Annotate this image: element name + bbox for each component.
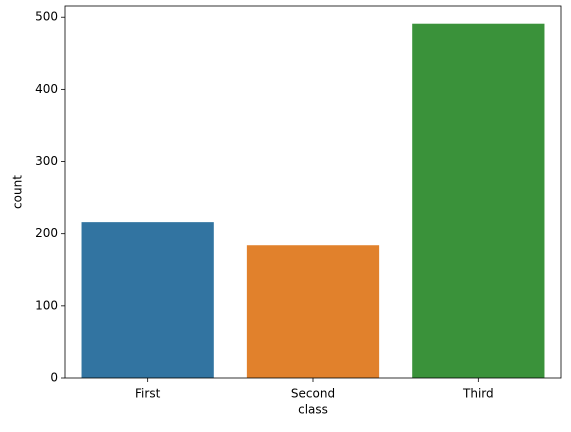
y-tick-label: 500: [35, 10, 58, 24]
x-axis-label: class: [298, 403, 328, 417]
y-tick-label: 100: [35, 298, 58, 312]
x-tick-label: First: [135, 387, 161, 401]
y-tick-label: 0: [50, 371, 58, 385]
y-tick-label: 200: [35, 226, 58, 240]
y-tick-label: 400: [35, 82, 58, 96]
bar: [412, 23, 545, 378]
bar: [81, 222, 214, 378]
y-axis-label: count: [11, 175, 25, 209]
axes-frame: [64, 5, 562, 379]
x-tick-label: Third: [462, 387, 494, 401]
y-tick-label: 300: [35, 154, 58, 168]
bar: [246, 245, 380, 378]
x-tick-label: Second: [291, 387, 335, 401]
